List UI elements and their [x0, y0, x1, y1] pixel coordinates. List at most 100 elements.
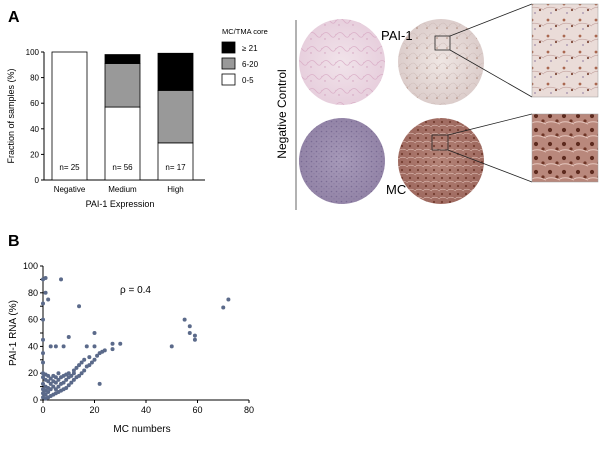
scatter-point — [82, 368, 87, 373]
bar-n-label: n= 17 — [165, 163, 186, 172]
scatter-point — [71, 368, 76, 373]
micrograph-panel: Negative Control PAI-1 MC — [275, 3, 599, 210]
bar-segment-05-high — [157, 142, 194, 181]
scatter-ytick-label: 20 — [28, 368, 38, 378]
scatter-point — [187, 331, 192, 335]
scatter-point — [118, 341, 123, 346]
scatter-point — [102, 348, 107, 353]
scatter-point — [61, 380, 66, 385]
legend-label: 6-20 — [242, 60, 259, 69]
legend-label: ≥ 21 — [242, 44, 258, 53]
mc-zoom-image — [531, 113, 599, 183]
mc-tissue-core-texture — [398, 118, 484, 204]
scatter-point — [64, 377, 69, 382]
scatter-point — [53, 375, 58, 380]
scatter-point — [182, 317, 187, 322]
bar-category-label: High — [167, 185, 183, 194]
scatter-point — [41, 381, 45, 386]
panel-label-a: A — [8, 9, 20, 26]
scatter-point — [51, 384, 56, 389]
scatter-point — [46, 389, 51, 394]
bar-ytick-label: 80 — [30, 74, 39, 83]
mc-zoom-connector-bottom — [447, 149, 533, 183]
scatter-point — [110, 347, 115, 352]
scatter-point — [48, 387, 53, 392]
legend-swatch — [221, 41, 236, 54]
scatter-point — [66, 383, 71, 388]
legend-label: 0-5 — [242, 76, 254, 85]
scatter-point — [46, 373, 51, 378]
bar-ytick-label: 60 — [30, 99, 39, 108]
scatter-point — [71, 377, 76, 382]
scatter-point — [48, 344, 53, 349]
bar-segment-21-medium — [104, 54, 141, 64]
bar-ytick-label: 0 — [35, 176, 40, 185]
scatter-ytick-label: 0 — [33, 395, 38, 405]
scatter-point — [169, 344, 174, 349]
scatter-point — [41, 337, 45, 342]
scatter-point — [59, 277, 64, 282]
scatter-ytick-label: 80 — [28, 288, 38, 298]
scatter-point — [97, 381, 102, 386]
scatter-point — [53, 387, 58, 392]
pai1-label: PAI-1 — [381, 28, 413, 43]
scatter-point — [87, 363, 92, 368]
scatter-point — [77, 304, 82, 309]
bar-segment-05-negative — [51, 51, 88, 181]
scatter-point — [79, 371, 84, 376]
scatter-xtick-label: 60 — [192, 405, 202, 415]
bar-ytick-label: 40 — [30, 125, 39, 134]
panel-label-b: B — [8, 233, 20, 250]
legend-swatch — [221, 57, 236, 70]
scatter-point — [43, 276, 48, 281]
scatter-chart: PAI-1 RNA (%) MC numbers ρ = 0.4 0 20 40 60… — [8, 261, 254, 435]
pai1-zoom-box — [434, 35, 451, 51]
scatter-point — [77, 363, 82, 368]
scatter-point — [41, 301, 45, 306]
scatter-y-axis-label: PAI-1 RNA (%) — [8, 300, 19, 366]
bar-y-axis-label: Fraction of samples (%) — [6, 68, 16, 163]
negative-control-label: Negative Control — [275, 69, 289, 158]
scatter-point — [187, 324, 192, 329]
scatter-point — [74, 365, 79, 370]
scatter-point — [43, 392, 48, 397]
negative-control-tissue-top-texture — [299, 19, 385, 105]
scatter-point — [41, 351, 45, 356]
scatter-point — [82, 357, 87, 362]
scatter-point — [69, 373, 74, 378]
bar-category-label: Negative — [54, 185, 86, 194]
scatter-point — [221, 305, 226, 310]
scatter-point — [48, 376, 53, 381]
scatter-point — [92, 331, 97, 335]
scatter-point — [69, 380, 74, 385]
scatter-xtick-label: 40 — [141, 405, 151, 415]
pai1-zoom-image — [531, 3, 599, 98]
scatter-point — [56, 377, 61, 382]
pai1-zoom-connector-top — [449, 3, 533, 37]
scatter-point — [66, 371, 71, 376]
scatter-point — [87, 355, 92, 360]
scatter-point — [56, 384, 61, 389]
scatter-point — [43, 290, 48, 295]
scatter-xtick-label: 20 — [89, 405, 99, 415]
bar-segment-620-medium — [104, 63, 141, 108]
pai1-tissue-core-texture — [398, 19, 484, 105]
scatter-point — [79, 360, 84, 365]
scatter-annotation: ρ = 0.4 — [120, 285, 151, 296]
legend-swatch — [221, 73, 236, 86]
scatter-ytick-label: 100 — [23, 261, 38, 271]
scatter-point — [95, 353, 100, 358]
scatter-point — [56, 371, 61, 376]
bar-ytick-label: 20 — [30, 150, 39, 159]
scatter-point — [48, 381, 53, 386]
bar-segment-620-high — [157, 90, 194, 144]
scatter-point — [110, 341, 115, 346]
scatter-ytick-label: 60 — [28, 315, 38, 325]
bar-n-label: n= 56 — [112, 163, 133, 172]
scatter-point — [89, 360, 94, 365]
mc-label: MC — [386, 182, 406, 197]
scatter-point — [192, 333, 197, 338]
bar-n-label: n= 25 — [59, 163, 80, 172]
scatter-point — [92, 357, 97, 362]
